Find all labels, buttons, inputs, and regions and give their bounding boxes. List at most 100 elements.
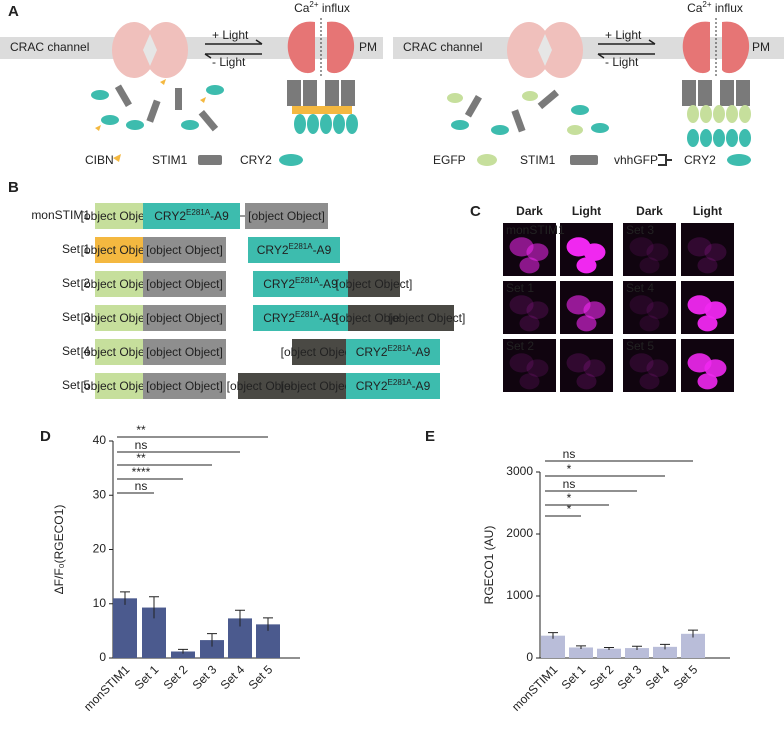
- block-label-sup: E281A: [388, 378, 413, 387]
- cell: [576, 315, 597, 332]
- panel-label: E: [425, 428, 435, 445]
- cell: [526, 359, 549, 377]
- influx-label-tail: influx: [712, 1, 743, 15]
- y-tick-label: 40: [93, 433, 107, 447]
- light-label: + Light: [212, 28, 249, 42]
- bar: [597, 648, 621, 658]
- y-tick-label: 3000: [506, 464, 533, 478]
- block-label: [object Object]: [336, 311, 413, 325]
- construct-block: [292, 373, 346, 399]
- cell: [639, 257, 660, 274]
- construct-block: [143, 339, 226, 365]
- error-bar: [120, 591, 130, 605]
- x-tick-label: Set 5: [246, 662, 276, 692]
- construct-block: [95, 237, 143, 263]
- construct-label: Set 3: [62, 310, 90, 324]
- legend-label: STIM1: [152, 153, 188, 167]
- block-label-base: CRY2: [263, 277, 295, 291]
- block-label-base: CRY2: [356, 345, 388, 359]
- error-bar: [178, 648, 188, 654]
- light-label: - Light: [605, 55, 639, 69]
- construct-block: [253, 271, 348, 297]
- light-label: - Light: [212, 55, 246, 69]
- construct-block: [245, 203, 328, 229]
- error-bar: [632, 645, 642, 650]
- cell: [646, 301, 669, 319]
- legend-label: CRY2: [240, 153, 272, 167]
- x-tick-label: Set 4: [643, 662, 673, 692]
- block-label: [object Object]: [81, 379, 158, 393]
- block-label-sup: E281A: [295, 276, 320, 285]
- light-arrows: [204, 39, 656, 59]
- y-tick-label: 0: [99, 650, 106, 664]
- micrograph-label: monSTIM1: [506, 223, 565, 237]
- construct-block: [95, 339, 143, 365]
- error-bar: [660, 643, 670, 650]
- block-label-base: CRY2: [154, 209, 186, 223]
- pm-label: PM: [752, 40, 770, 54]
- column-header: Dark: [636, 204, 663, 218]
- construct-block: [143, 305, 226, 331]
- block-label-base: CRY2: [356, 379, 388, 393]
- block-label-tail: -A9: [210, 209, 229, 223]
- y-axis-label: ΔF/F₀(RGECO1): [52, 505, 66, 595]
- cell: [583, 359, 606, 377]
- cell: [687, 237, 712, 257]
- construct-block: [95, 305, 143, 331]
- bar: [113, 598, 137, 658]
- influx-label: Ca2+ influx: [294, 0, 350, 15]
- construct-block: [348, 305, 400, 331]
- micrograph-label: Set 4: [626, 281, 654, 295]
- x-tick-label: Set 5: [671, 662, 701, 692]
- error-bar: [604, 646, 614, 650]
- cell: [526, 243, 549, 261]
- significance-label: *: [567, 491, 572, 505]
- error-bar: [235, 609, 245, 627]
- construct-block: [143, 203, 240, 229]
- x-tick-label: Set 3: [615, 662, 645, 692]
- construct-block: [143, 237, 226, 263]
- influx-label-sup: 2+: [309, 0, 318, 9]
- construct-block: [253, 305, 348, 331]
- bar: [541, 635, 565, 658]
- block-label: [object Object]: [389, 311, 466, 325]
- x-tick-label: Set 2: [587, 662, 617, 692]
- block-label: [object Object]: [248, 209, 325, 223]
- x-tick-label: Set 4: [218, 662, 248, 692]
- block-label: CRY2E281A-A9: [263, 276, 338, 292]
- column-header: Light: [572, 204, 601, 218]
- legend-label: CIBN: [85, 153, 114, 167]
- block-label: [object Object]: [146, 277, 223, 291]
- pm-label: PM: [359, 40, 377, 54]
- cell: [509, 353, 534, 373]
- block-label-tail: -A9: [319, 277, 338, 291]
- cell: [704, 243, 727, 261]
- block-label-sup: E281A: [295, 310, 320, 319]
- error-bar: [149, 596, 159, 619]
- significance-label: ns: [563, 477, 576, 491]
- cell: [639, 373, 660, 390]
- y-tick-label: 1000: [506, 588, 533, 602]
- construct-block: [248, 237, 340, 263]
- block-label: [object Object]: [146, 311, 223, 325]
- micrograph-label: Set 2: [506, 339, 534, 353]
- x-tick-label: monSTIM1: [509, 662, 561, 714]
- significance-label: ns: [135, 479, 148, 493]
- error-bar: [576, 645, 586, 650]
- cry2-complex: [292, 105, 751, 147]
- significance-label: ns: [135, 438, 148, 452]
- error-bar: [207, 633, 217, 647]
- bar: [200, 640, 224, 658]
- cell: [639, 315, 660, 332]
- legend-label: CRY2: [684, 153, 716, 167]
- cell: [629, 237, 654, 257]
- influx-label-base: Ca: [294, 1, 310, 15]
- legend-label: STIM1: [520, 153, 556, 167]
- cell: [519, 257, 540, 274]
- column-header: Light: [693, 204, 722, 218]
- construct-block: [348, 271, 400, 297]
- x-tick-label: Set 2: [161, 662, 191, 692]
- panel-label: D: [40, 428, 51, 445]
- micrograph-label: Set 3: [626, 223, 654, 237]
